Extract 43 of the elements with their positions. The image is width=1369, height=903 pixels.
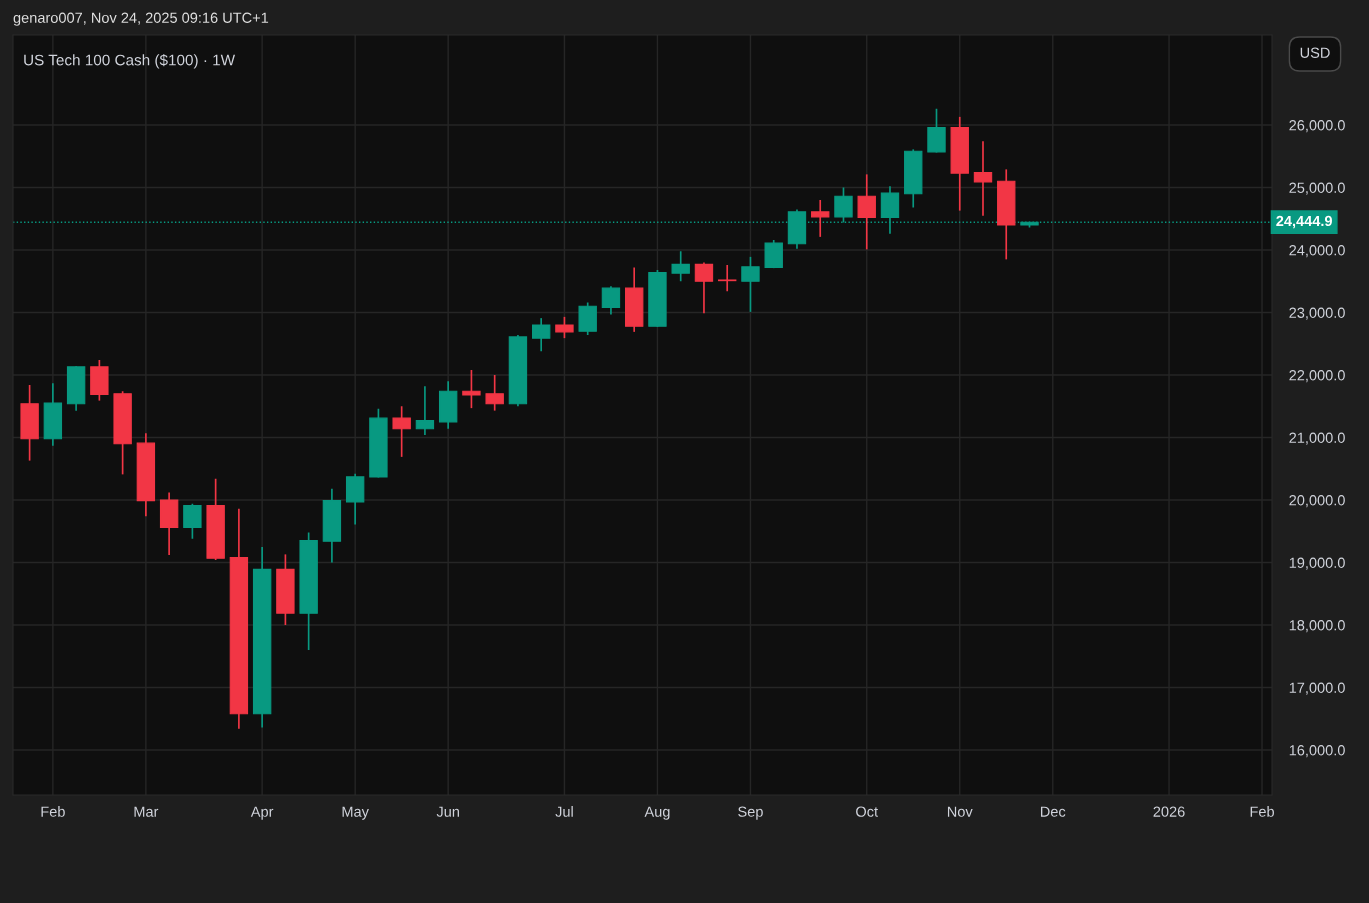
- x-tick-label: Jun: [436, 806, 459, 817]
- y-tick-label: 22,000.0: [1289, 370, 1345, 383]
- y-tick-label: 23,000.0: [1289, 307, 1345, 320]
- candlestick: [741, 256, 760, 313]
- y-tick-label: 24,000.0: [1289, 245, 1345, 258]
- y-tick-label: 26,000.0: [1289, 120, 1345, 133]
- candlestick: [415, 385, 435, 436]
- candlestick: [857, 173, 876, 251]
- y-tick-label: 25,000.0: [1289, 182, 1345, 195]
- y-tick-label: 16,000.0: [1289, 745, 1345, 758]
- candlestick: [485, 374, 504, 412]
- y-tick-label: 17,000.0: [1289, 682, 1345, 695]
- x-tick-label: Aug: [644, 806, 670, 820]
- y-tick-label: 21,000.0: [1289, 432, 1345, 445]
- x-tick-label: Feb: [1250, 806, 1274, 817]
- x-tick-label: Apr: [250, 806, 274, 820]
- ref-line-label: 24,444.9: [1276, 215, 1332, 229]
- candlestick: [973, 140, 993, 217]
- candlestick: [531, 317, 551, 353]
- candlestick: [694, 261, 714, 314]
- text: genaro007, Nov 24, 2025 09:16 UTC+1: [13, 12, 269, 26]
- text: US Tech 100 Cash ($100) · 1W: [24, 53, 236, 69]
- x-tick-label: Mar: [134, 806, 159, 817]
- y-tick-label: 20,000.0: [1289, 495, 1345, 508]
- x-tick-label: Feb: [41, 806, 65, 817]
- x-tick-label: 2026: [1153, 806, 1185, 817]
- x-tick-label: Oct: [856, 806, 878, 817]
- x-tick-label: Sep: [738, 806, 763, 820]
- x-tick-label: Nov: [947, 806, 973, 817]
- y-tick-label: 18,000.0: [1289, 620, 1345, 633]
- candlestick: [462, 369, 481, 409]
- x-tick-label: Dec: [1040, 806, 1066, 817]
- candlestick: [671, 250, 690, 283]
- candlestick: [718, 264, 737, 293]
- x-tick-label: Jul: [555, 806, 573, 817]
- candlestick: [392, 405, 411, 458]
- x-tick-label: May: [342, 806, 369, 820]
- candlestick: [555, 316, 574, 339]
- candlestick: [183, 502, 202, 540]
- y-tick-label: 19,000.0: [1289, 557, 1345, 570]
- candlestick: [601, 285, 621, 316]
- candlestick: [811, 199, 830, 238]
- text: USD: [1300, 47, 1330, 58]
